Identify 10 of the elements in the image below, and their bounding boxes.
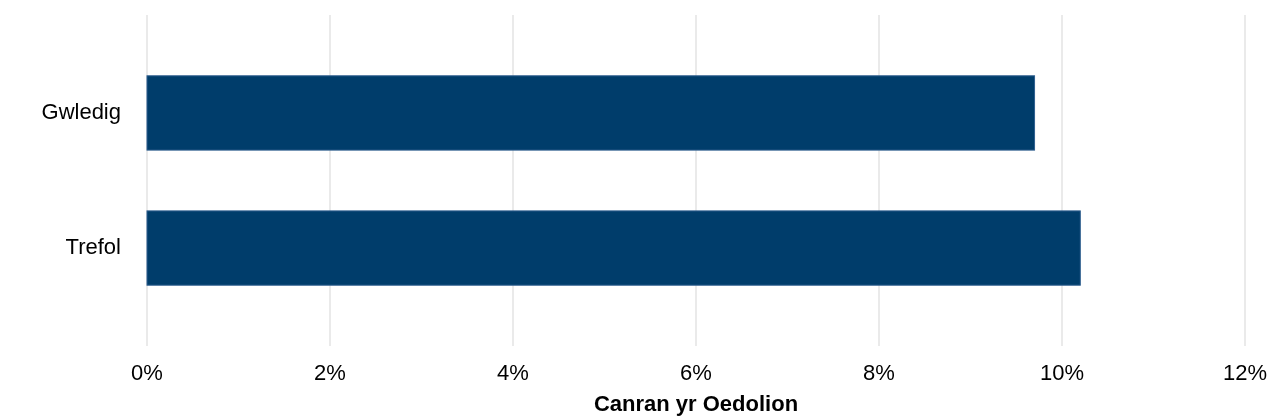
x-tick-label: 2%	[314, 360, 346, 385]
x-tick-label: 6%	[680, 360, 712, 385]
y-tick-label: Gwledig	[41, 98, 121, 124]
y-tick-label: Trefol	[65, 233, 121, 259]
x-tick-label: 4%	[497, 360, 529, 385]
x-axis-title: Canran yr Oedolion	[593, 391, 799, 416]
x-tick-label: 10%	[1039, 360, 1085, 385]
x-tick-label: 8%	[863, 360, 895, 385]
x-tick-label: 0%	[131, 360, 163, 385]
x-tick-label: 12%	[1222, 360, 1268, 385]
